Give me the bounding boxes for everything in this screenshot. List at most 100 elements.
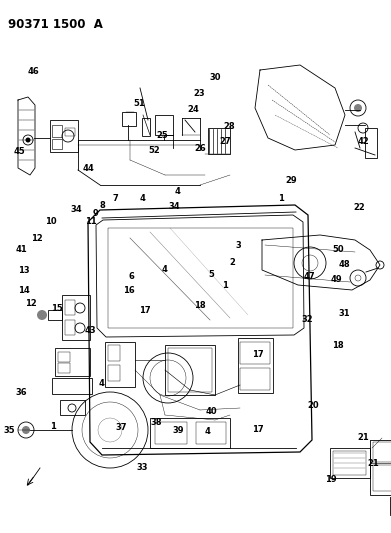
Text: 45: 45	[14, 148, 25, 156]
Bar	[65, 128, 75, 136]
Text: 12: 12	[25, 300, 37, 308]
Bar	[240, 342, 270, 364]
Bar	[390, 497, 391, 515]
Bar	[150, 418, 230, 448]
Text: 34: 34	[70, 205, 82, 214]
Text: 4: 4	[99, 379, 105, 388]
Text: 41: 41	[16, 245, 27, 254]
Text: 43: 43	[84, 326, 96, 335]
Text: 18: 18	[332, 341, 344, 350]
Text: 44: 44	[82, 164, 94, 173]
Bar	[60, 400, 85, 415]
Text: 8: 8	[100, 201, 105, 209]
Text: 52: 52	[149, 147, 160, 155]
Bar	[108, 365, 120, 381]
Bar	[122, 112, 136, 126]
Text: 14: 14	[18, 286, 29, 295]
Text: 3: 3	[236, 241, 241, 249]
Bar	[105, 342, 135, 387]
Text: 10: 10	[45, 217, 57, 225]
Bar	[208, 128, 230, 154]
Text: 38: 38	[151, 418, 162, 426]
Bar	[155, 115, 173, 135]
Bar	[196, 422, 226, 444]
Circle shape	[22, 426, 30, 434]
Text: 18: 18	[194, 301, 205, 310]
Text: 2: 2	[230, 259, 236, 267]
Text: 22: 22	[354, 204, 366, 212]
Text: 17: 17	[139, 306, 151, 314]
Text: 34: 34	[168, 203, 180, 211]
Text: 19: 19	[325, 475, 336, 484]
Text: 7: 7	[113, 195, 118, 203]
Bar	[48, 310, 62, 320]
Bar	[58, 352, 70, 362]
Text: 35: 35	[4, 426, 16, 434]
Bar	[62, 295, 90, 340]
Bar	[65, 300, 75, 315]
Bar	[50, 120, 78, 152]
Text: 17: 17	[252, 350, 264, 359]
Bar	[65, 320, 75, 335]
Circle shape	[25, 138, 30, 142]
Bar	[52, 125, 62, 137]
Text: 4: 4	[175, 188, 181, 196]
Circle shape	[354, 104, 362, 112]
Text: 39: 39	[172, 426, 184, 435]
Bar	[52, 378, 92, 394]
Bar	[373, 442, 391, 462]
Text: 9: 9	[93, 209, 99, 217]
Text: 42: 42	[358, 137, 369, 146]
Bar	[55, 348, 90, 376]
Bar	[238, 338, 273, 393]
Text: 36: 36	[16, 389, 27, 397]
Text: 27: 27	[219, 137, 231, 146]
Text: 21: 21	[368, 459, 379, 468]
Text: 24: 24	[188, 105, 199, 114]
Bar	[370, 440, 391, 495]
Text: 4: 4	[140, 195, 146, 203]
Text: 13: 13	[18, 266, 29, 275]
Text: 26: 26	[194, 144, 206, 152]
Bar	[58, 363, 70, 373]
Bar	[108, 228, 293, 328]
Text: 29: 29	[285, 176, 297, 184]
Text: 1: 1	[278, 194, 284, 203]
Circle shape	[37, 310, 47, 320]
Text: 46: 46	[27, 68, 39, 76]
Text: 51: 51	[133, 100, 145, 108]
Text: 90371 1500  A: 90371 1500 A	[8, 18, 103, 31]
Bar	[52, 139, 62, 149]
Bar	[108, 345, 120, 361]
Text: 30: 30	[209, 73, 221, 82]
Text: 5: 5	[208, 270, 214, 279]
Text: 11: 11	[85, 217, 97, 225]
Bar	[240, 368, 270, 390]
Bar	[330, 448, 370, 478]
Text: 12: 12	[31, 234, 43, 243]
Text: 6: 6	[128, 272, 134, 280]
Text: 20: 20	[307, 401, 319, 409]
Bar	[142, 118, 150, 136]
Text: 49: 49	[330, 276, 342, 284]
Bar	[168, 348, 212, 392]
Text: 25: 25	[156, 132, 168, 140]
Text: 37: 37	[115, 424, 127, 432]
Text: 4: 4	[161, 265, 167, 273]
Text: 28: 28	[223, 123, 235, 131]
Text: 47: 47	[303, 272, 315, 280]
Text: 40: 40	[205, 407, 217, 416]
Bar	[373, 465, 391, 491]
Text: 15: 15	[51, 304, 63, 312]
Bar	[333, 451, 366, 475]
Text: 21: 21	[358, 433, 369, 441]
Text: 4: 4	[204, 427, 210, 436]
Text: 23: 23	[194, 89, 205, 98]
Text: 31: 31	[338, 309, 350, 318]
Bar	[365, 128, 377, 158]
Text: 50: 50	[332, 245, 344, 254]
Text: 1: 1	[222, 281, 228, 289]
Text: 17: 17	[252, 425, 264, 433]
Text: 48: 48	[338, 261, 350, 269]
Text: 32: 32	[301, 316, 313, 324]
